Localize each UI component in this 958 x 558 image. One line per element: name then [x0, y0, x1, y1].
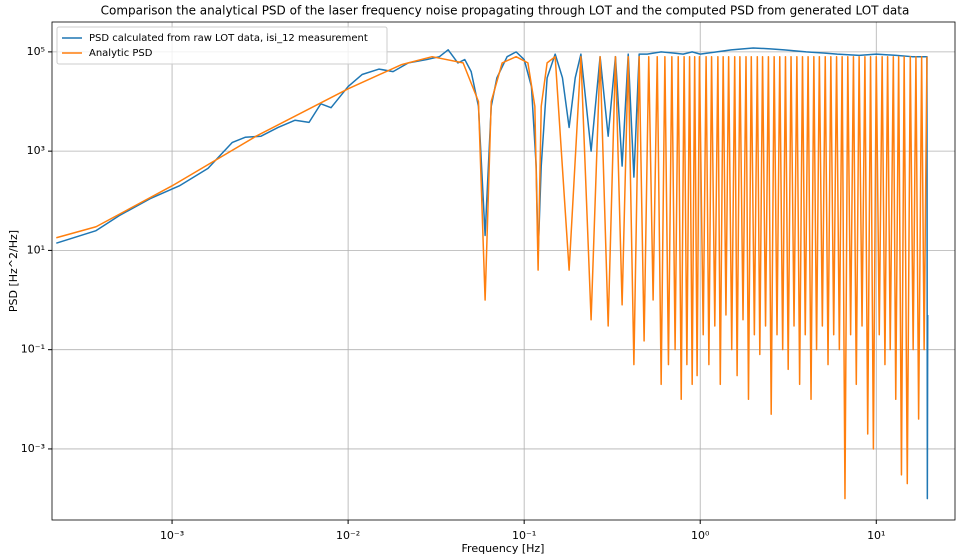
y-tick-label: 10⁻¹: [21, 343, 45, 356]
x-tick-label: 10⁻³: [160, 529, 184, 542]
legend-label: Analytic PSD: [89, 48, 153, 59]
legend-box: [56, 26, 388, 65]
y-tick-label: 10⁵: [27, 45, 45, 58]
x-tick-label: 10⁰: [691, 529, 710, 542]
plot-area: [56, 47, 929, 500]
series-line: [56, 55, 928, 500]
x-axis-label: Frequency [Hz]: [462, 542, 545, 555]
x-tick-label: 10⁻²: [336, 529, 360, 542]
legend: PSD calculated from raw LOT data, isi_12…: [56, 26, 388, 65]
x-tick-label: 10⁻¹: [512, 529, 536, 542]
plot-frame: [51, 21, 956, 521]
y-axis-label: PSD [Hz^2/Hz]: [7, 230, 20, 312]
legend-label: PSD calculated from raw LOT data, isi_12…: [89, 33, 368, 44]
y-tick-label: 10⁻³: [21, 442, 45, 455]
y-tick-label: 10³: [27, 144, 45, 157]
x-tick-label: 10¹: [867, 529, 885, 542]
chart-title: Comparison the analytical PSD of the las…: [101, 4, 910, 18]
y-tick-label: 10¹: [27, 243, 45, 256]
